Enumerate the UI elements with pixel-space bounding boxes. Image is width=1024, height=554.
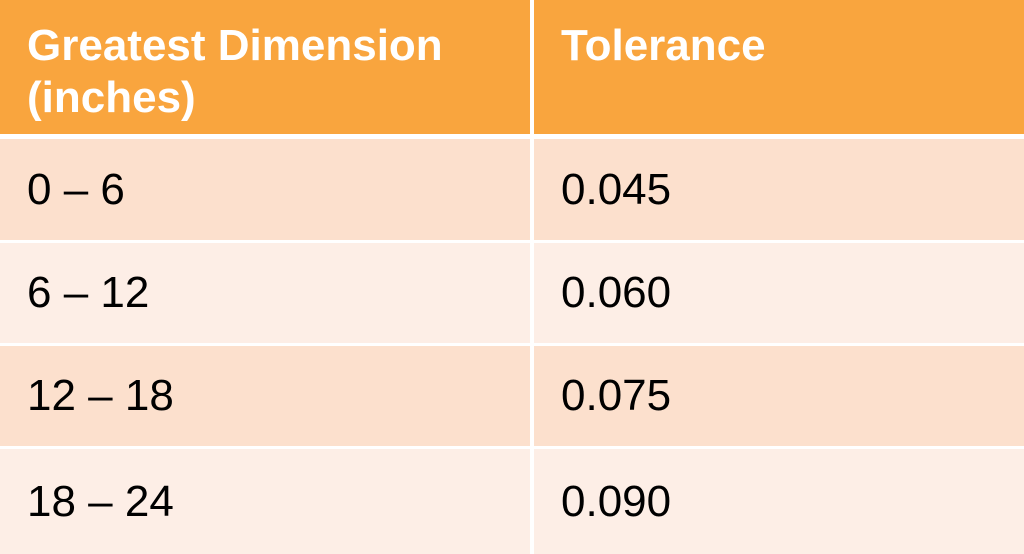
header-greatest-dimension: Greatest Dimension (inches) — [0, 0, 530, 139]
cell-dimension-row-3: 12 – 18 — [0, 346, 530, 449]
cell-tolerance-row-1: 0.045 — [534, 139, 1024, 243]
cell-tolerance-row-3: 0.075 — [534, 346, 1024, 449]
cell-tolerance-row-2: 0.060 — [534, 243, 1024, 346]
cell-tolerance-row-4: 0.090 — [534, 449, 1024, 554]
cell-dimension-row-4: 18 – 24 — [0, 449, 530, 554]
cell-dimension-row-1: 0 – 6 — [0, 139, 530, 243]
header-tolerance: Tolerance — [534, 0, 1024, 139]
cell-dimension-row-2: 6 – 12 — [0, 243, 530, 346]
